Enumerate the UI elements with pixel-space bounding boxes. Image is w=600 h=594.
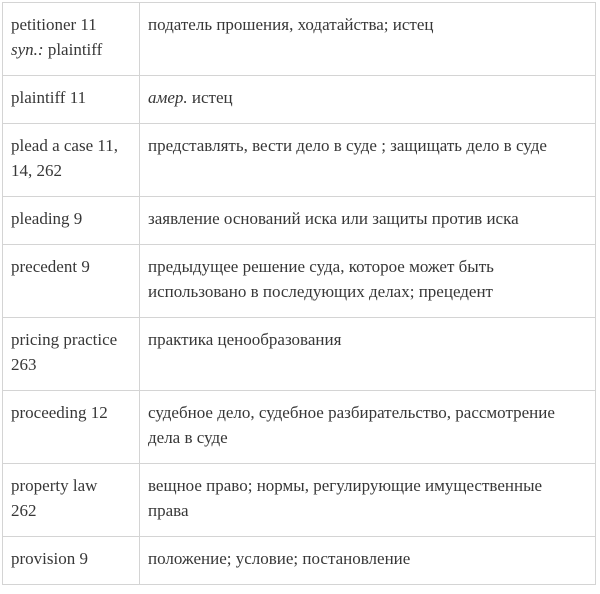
definition-text: предыдущее решение суда, которое может б…	[148, 257, 494, 276]
definition-line: предыдущее решение суда, которое может б…	[148, 254, 587, 279]
term-cell: plaintiff 11	[2, 75, 140, 124]
term-text: property law	[11, 476, 98, 495]
term-line: pleading 9	[11, 206, 131, 231]
term-text-italic: syn.:	[11, 40, 44, 59]
definition-line: вещное право; нормы, регулирующие имущес…	[148, 473, 587, 498]
term-line: syn.: plaintiff	[11, 37, 131, 62]
definition-text: заявление оснований иска или защиты прот…	[148, 209, 519, 228]
definition-line: права	[148, 498, 587, 523]
term-cell: precedent 9	[2, 244, 140, 318]
definition-text: представлять, вести дело в суде ; защища…	[148, 136, 547, 155]
term-text: proceeding 12	[11, 403, 108, 422]
glossary-table: petitioner 11 syn.: plaintiff податель про…	[2, 2, 596, 585]
term-line: precedent 9	[11, 254, 131, 279]
table-row: plaintiff 11 амер. истец	[2, 75, 596, 124]
term-text: plaintiff	[43, 40, 103, 59]
term-text: pricing practice	[11, 330, 118, 349]
definition-line: судебное дело, судебное разбирательство,…	[148, 400, 587, 425]
term-cell: pleading 9	[2, 196, 140, 245]
term-text: plaintiff 11	[11, 88, 87, 107]
definition-line: амер. истец	[148, 85, 587, 110]
definition-text: практика ценообразования	[148, 330, 342, 349]
definition-cell: вещное право; нормы, регулирующие имущес…	[139, 463, 596, 537]
term-line: plead a case 11,	[11, 133, 131, 158]
term-line: provision 9	[11, 546, 131, 571]
definition-line: заявление оснований иска или защиты прот…	[148, 206, 587, 231]
term-text: 262	[11, 501, 37, 520]
term-cell: plead a case 11, 14, 262	[2, 123, 140, 197]
term-line: 262	[11, 498, 131, 523]
definition-text: судебное дело, судебное разбирательство,…	[148, 403, 555, 422]
definition-line: податель прошения, ходатайства; истец	[148, 12, 587, 37]
term-line: 14, 262	[11, 158, 131, 183]
definition-line: положение; условие; постановление	[148, 546, 587, 571]
table-row: property law 262 вещное право; нормы, регу…	[2, 463, 596, 537]
definition-cell: судебное дело, судебное разбирательство,…	[139, 390, 596, 464]
definition-cell: предыдущее решение суда, которое может б…	[139, 244, 596, 318]
term-text: pleading 9	[11, 209, 83, 228]
definition-text: положение; условие; постановление	[148, 549, 411, 568]
term-text: 14, 262	[11, 161, 62, 180]
term-line: plaintiff 11	[11, 85, 131, 110]
term-cell: petitioner 11 syn.: plaintiff	[2, 2, 140, 76]
term-text: provision 9	[11, 549, 88, 568]
definition-cell: заявление оснований иска или защиты прот…	[139, 196, 596, 245]
definition-text: вещное право; нормы, регулирующие имущес…	[148, 476, 543, 495]
table-row: pleading 9 заявление оснований иска или з…	[2, 196, 596, 245]
definition-cell: амер. истец	[139, 75, 596, 124]
term-line: property law	[11, 473, 131, 498]
definition-text-italic: амер.	[148, 88, 188, 107]
term-line: pricing practice	[11, 327, 131, 352]
table-row: proceeding 12 судебное дело, судебное раз…	[2, 390, 596, 464]
definition-text: использовано в последующих делах; прецед…	[148, 282, 493, 301]
term-cell: pricing practice 263	[2, 317, 140, 391]
definition-cell: представлять, вести дело в суде ; защища…	[139, 123, 596, 197]
term-line: 263	[11, 352, 131, 377]
table-row: pricing practice 263 практика ценообразова…	[2, 317, 596, 391]
definition-line: дела в суде	[148, 425, 587, 450]
definition-cell: практика ценообразования	[139, 317, 596, 391]
table-row: provision 9 положение; условие; постановл…	[2, 536, 596, 585]
term-line: proceeding 12	[11, 400, 131, 425]
term-line: petitioner 11	[11, 12, 131, 37]
term-cell: proceeding 12	[2, 390, 140, 464]
definition-cell: податель прошения, ходатайства; истец	[139, 2, 596, 76]
term-cell: provision 9	[2, 536, 140, 585]
term-text: plead a case 11,	[11, 136, 118, 155]
definition-text: права	[148, 501, 189, 520]
definition-text: податель прошения, ходатайства; истец	[148, 15, 434, 34]
table-row: petitioner 11 syn.: plaintiff податель про…	[2, 2, 596, 76]
definition-line: использовано в последующих делах; прецед…	[148, 279, 587, 304]
definition-text: истец	[187, 88, 233, 107]
definition-line: представлять, вести дело в суде ; защища…	[148, 133, 587, 158]
term-text: petitioner 11	[11, 15, 97, 34]
definition-line: практика ценообразования	[148, 327, 587, 352]
table-row: precedent 9 предыдущее решение суда, кото…	[2, 244, 596, 318]
term-text: 263	[11, 355, 37, 374]
table-row: plead a case 11, 14, 262 представлять, вес…	[2, 123, 596, 197]
definition-cell: положение; условие; постановление	[139, 536, 596, 585]
glossary-table-body: petitioner 11 syn.: plaintiff податель про…	[2, 2, 596, 585]
term-cell: property law 262	[2, 463, 140, 537]
term-text: precedent 9	[11, 257, 90, 276]
definition-text: дела в суде	[148, 428, 228, 447]
